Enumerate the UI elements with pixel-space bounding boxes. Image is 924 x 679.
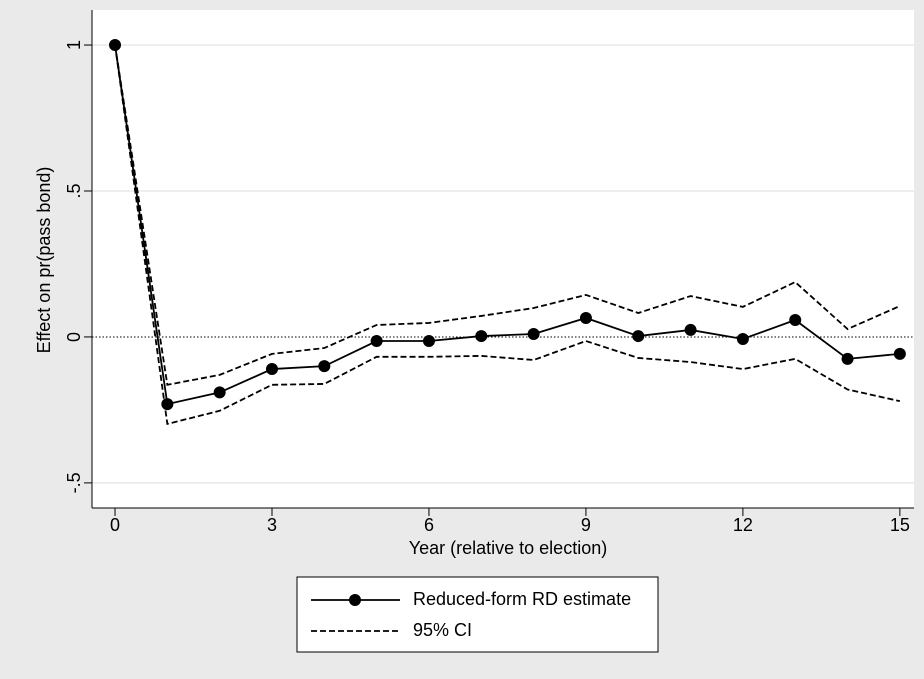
ci-upper-line	[114, 44, 901, 386]
point	[265, 363, 278, 376]
point	[370, 335, 383, 348]
point	[789, 314, 802, 327]
x-tick-label: 3	[267, 515, 277, 535]
point	[684, 323, 697, 336]
x-tick-label: 6	[424, 515, 434, 535]
point	[422, 335, 435, 348]
point	[527, 328, 540, 341]
point	[632, 330, 645, 343]
y-tick-label: 0	[64, 332, 84, 342]
point	[893, 347, 906, 360]
x-axis-title: Year (relative to election)	[409, 538, 607, 558]
legend-marker	[349, 594, 361, 606]
point	[475, 330, 488, 343]
y-tick-label: -.5	[64, 472, 84, 493]
x-tick-label: 9	[581, 515, 591, 535]
point	[213, 386, 226, 399]
point	[579, 311, 592, 324]
plot-area	[92, 10, 914, 508]
legend	[296, 576, 659, 653]
y-axis-title: Effect on pr(pass bond)	[34, 167, 54, 354]
x-tick-label: 15	[890, 515, 910, 535]
point	[318, 360, 331, 373]
estimate-line	[114, 44, 900, 406]
point	[736, 332, 749, 345]
x-tick-label: 0	[110, 515, 120, 535]
point	[841, 352, 854, 365]
y-tick-label: .5	[64, 183, 84, 198]
y-tick-label: 1	[64, 40, 84, 50]
point	[161, 398, 174, 411]
legend-label: Reduced-form RD estimate	[413, 589, 631, 609]
legend-label: 95% CI	[413, 620, 472, 640]
x-tick-label: 12	[733, 515, 753, 535]
